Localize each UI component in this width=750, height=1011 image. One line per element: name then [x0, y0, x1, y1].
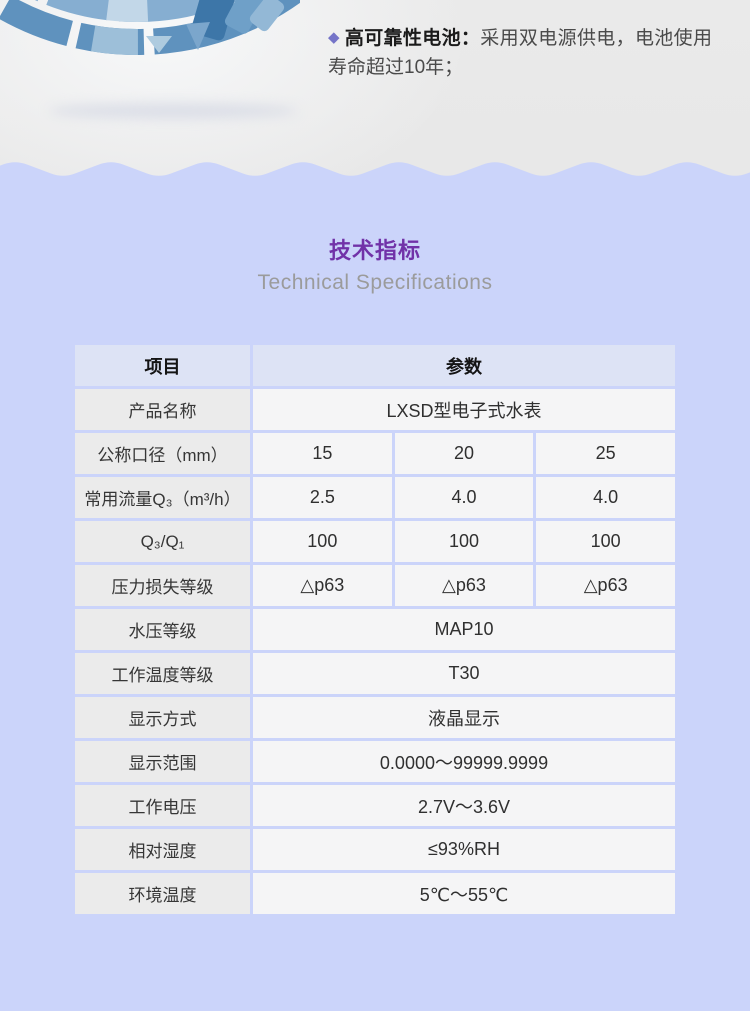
spec-label: 环境温度: [75, 873, 250, 914]
spec-value: LXSD型电子式水表: [253, 389, 675, 430]
spec-table: 项目 参数 产品名称 LXSD型电子式水表 公称口径（mm） 15 20 25 …: [75, 345, 675, 914]
spec-value: 20: [394, 433, 534, 474]
header-parameter: 参数: [253, 345, 675, 386]
globe-mosaic-graphic: [0, 0, 300, 55]
spec-label: 水压等级: [75, 609, 250, 650]
feature-title: 高可靠性电池：: [344, 28, 481, 49]
spec-value: 15: [253, 433, 392, 474]
spec-value: 100: [536, 521, 675, 562]
spec-label: 工作温度等级: [75, 653, 250, 694]
section-title: 技术指标: [328, 238, 421, 263]
spec-value: ≤93%RH: [253, 829, 675, 870]
spec-label: 显示方式: [75, 697, 250, 738]
diamond-bullet-icon: ◆: [328, 29, 340, 46]
section-subtitle: Technical Specifications: [257, 271, 493, 294]
spec-value: △p63: [253, 565, 392, 606]
spec-value: 2.5: [253, 477, 392, 518]
spec-value: 4.0: [536, 477, 675, 518]
spec-value: 液晶显示: [253, 697, 675, 738]
spec-value: 0.0000～99999.9999: [253, 741, 675, 782]
spec-label: 公称口径（mm）: [75, 433, 250, 474]
spec-value: 4.0: [394, 477, 534, 518]
spec-label: 相对湿度: [75, 829, 250, 870]
spec-value: 100: [253, 521, 392, 562]
spec-value: 100: [394, 521, 534, 562]
spec-label: 显示范围: [75, 741, 250, 782]
spec-label: 产品名称: [75, 389, 250, 430]
feature-text: ◆ 高可靠性电池：采用双电源供电，电池使用寿命超过10年；: [328, 25, 712, 82]
feature-description: 采用双电源供电，电池使用寿命超过10年；: [328, 28, 712, 78]
spec-value: 2.7V～3.6V: [253, 785, 675, 826]
spec-value: 5℃～55℃: [253, 873, 675, 914]
globe-shadow: [48, 103, 298, 119]
spec-label: 常用流量Q₃（m³/h）: [75, 477, 250, 518]
header-item: 项目: [75, 345, 250, 386]
spec-label: Q₃/Q₁: [75, 521, 250, 562]
section-heading: 技术指标 Technical Specifications: [0, 238, 750, 295]
spec-value: △p63: [536, 565, 675, 606]
spec-label: 工作电压: [75, 785, 250, 826]
spec-value: △p63: [394, 565, 534, 606]
spec-value: MAP10: [253, 609, 675, 650]
spec-label: 压力损失等级: [75, 565, 250, 606]
spec-value: 25: [536, 433, 675, 474]
spec-value: T30: [253, 653, 675, 694]
